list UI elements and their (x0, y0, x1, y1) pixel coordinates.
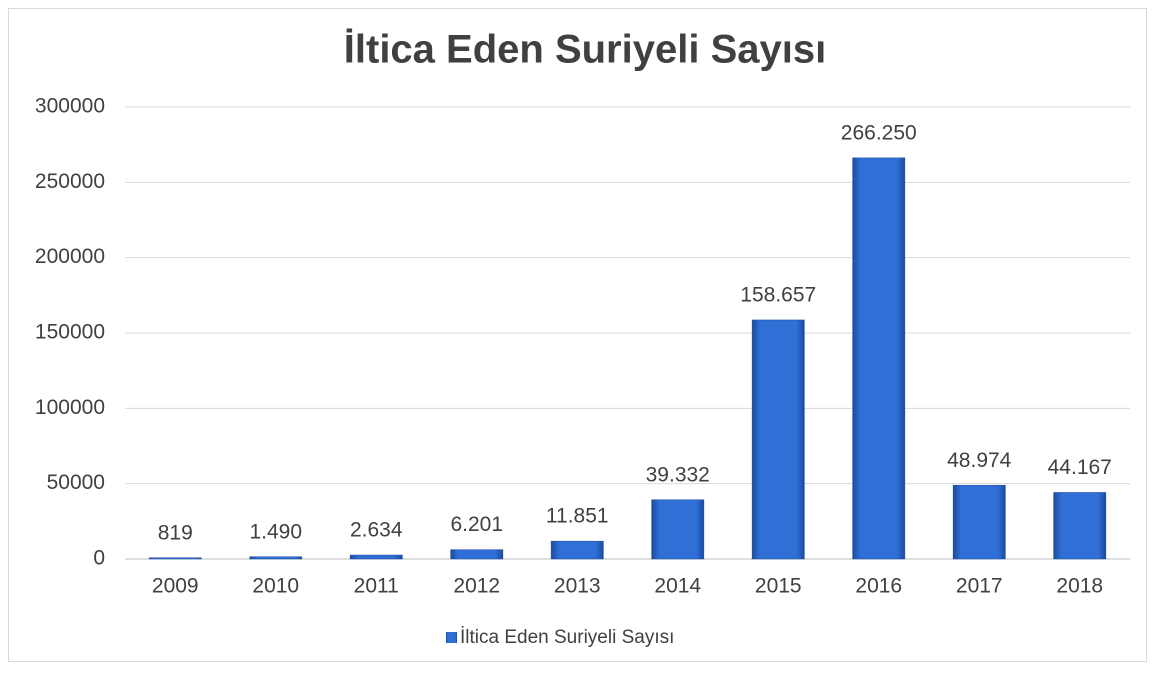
y-tick-label: 50000 (47, 471, 105, 494)
bar (450, 549, 504, 560)
bar (952, 484, 1006, 560)
bar (1053, 492, 1107, 560)
legend-label: İltica Eden Suriyeli Sayısı (460, 627, 674, 648)
data-label: 1.490 (249, 520, 302, 543)
y-tick-label: 300000 (35, 95, 105, 118)
y-tick-label: 250000 (35, 170, 105, 193)
y-tick-label: 200000 (35, 245, 105, 268)
chart-border (8, 8, 1147, 662)
data-label: 266.250 (841, 121, 917, 144)
data-label: 819 (158, 521, 193, 544)
x-tick-label: 2016 (855, 575, 902, 598)
x-tick-label: 2012 (453, 575, 500, 598)
data-label: 39.332 (646, 463, 710, 486)
x-tick-label: 2013 (554, 575, 601, 598)
x-tick-label: 2014 (654, 575, 701, 598)
x-tick-label: 2018 (1056, 575, 1103, 598)
y-tick-label: 0 (93, 547, 105, 570)
y-tick-label: 100000 (35, 396, 105, 419)
bar (651, 499, 705, 560)
data-label: 44.167 (1048, 456, 1112, 479)
x-tick-label: 2011 (354, 575, 399, 598)
bar (550, 540, 604, 560)
bar (852, 157, 906, 560)
bar (249, 556, 303, 560)
x-tick-label: 2017 (956, 575, 1003, 598)
data-label: 11.851 (546, 505, 609, 528)
data-label: 48.974 (947, 449, 1012, 472)
bar (349, 554, 403, 560)
x-tick-label: 2015 (755, 575, 802, 598)
data-label: 2.634 (350, 519, 403, 542)
bar (751, 319, 805, 560)
data-label: 6.201 (450, 513, 503, 536)
data-label: 158.657 (740, 284, 816, 307)
x-tick-label: 2010 (252, 575, 299, 598)
y-tick-label: 150000 (35, 321, 105, 344)
x-tick-label: 2009 (152, 575, 199, 598)
chart-title: İltica Eden Suriyeli Sayısı (344, 28, 826, 72)
bar (148, 557, 202, 560)
legend-swatch (446, 632, 457, 643)
